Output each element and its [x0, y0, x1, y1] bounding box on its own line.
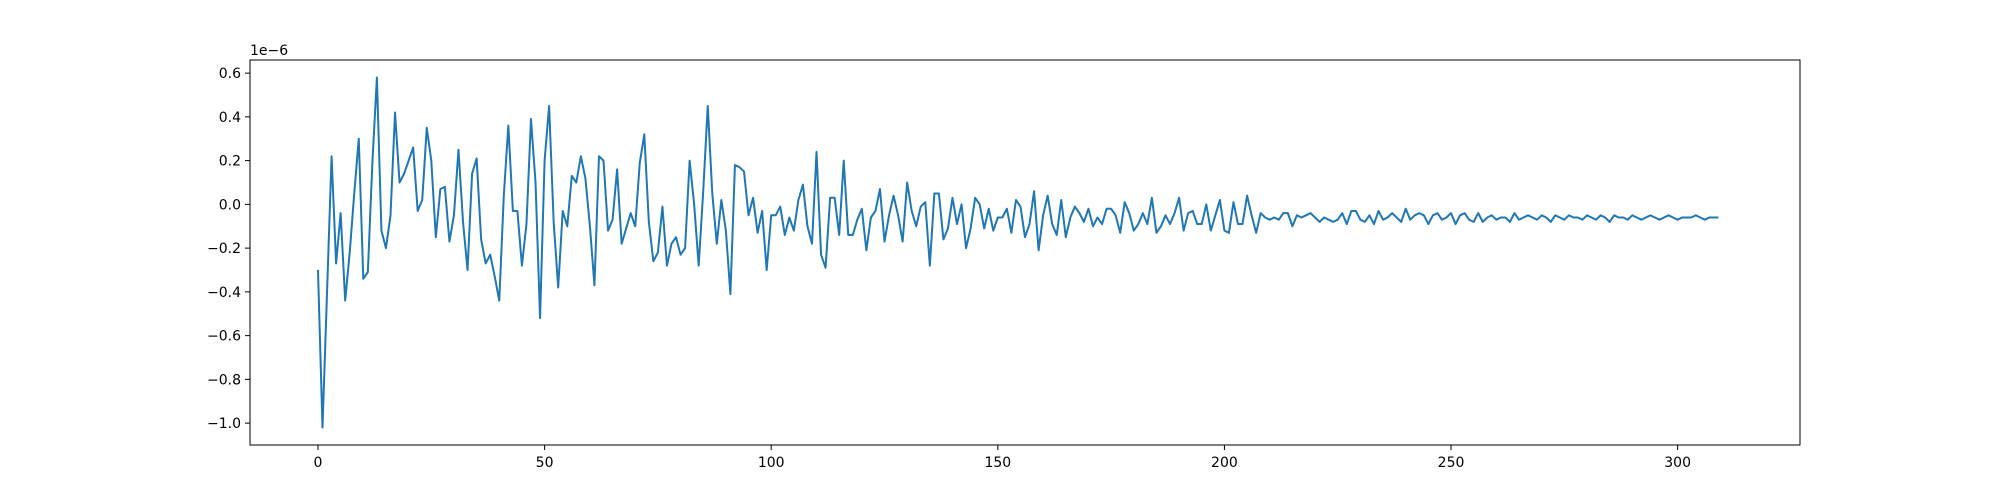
y-tick-label: −1.0	[207, 416, 241, 432]
y-tick-label: 0.6	[219, 66, 241, 82]
y-axis: −1.0 −0.8 −0.6 −0.4 −0.2 0.0 0.2 0.4 0.6	[207, 66, 250, 432]
x-tick-label: 50	[536, 455, 554, 471]
x-tick-label: 250	[1438, 455, 1465, 471]
y-tick-label: −0.8	[207, 372, 241, 388]
y-tick-label: 0.2	[219, 154, 241, 170]
x-tick-label: 300	[1664, 455, 1691, 471]
y-scale-label: 1e−6	[250, 43, 288, 59]
axes-frame	[249, 59, 1801, 446]
y-tick-label: −0.4	[207, 285, 241, 301]
y-tick-label: −0.6	[207, 329, 241, 345]
x-axis: 0 50 100 150 200 250 300	[314, 445, 1691, 471]
x-tick-label: 100	[758, 455, 785, 471]
plot-area	[249, 59, 1801, 446]
x-tick-label: 150	[984, 455, 1011, 471]
series-line	[316, 76, 1719, 429]
x-tick-label: 0	[314, 455, 323, 471]
y-tick-label: 0.0	[219, 197, 241, 213]
x-tick-label: 200	[1211, 455, 1238, 471]
y-tick-label: 0.4	[219, 110, 241, 126]
y-tick-label: −0.2	[207, 241, 241, 257]
